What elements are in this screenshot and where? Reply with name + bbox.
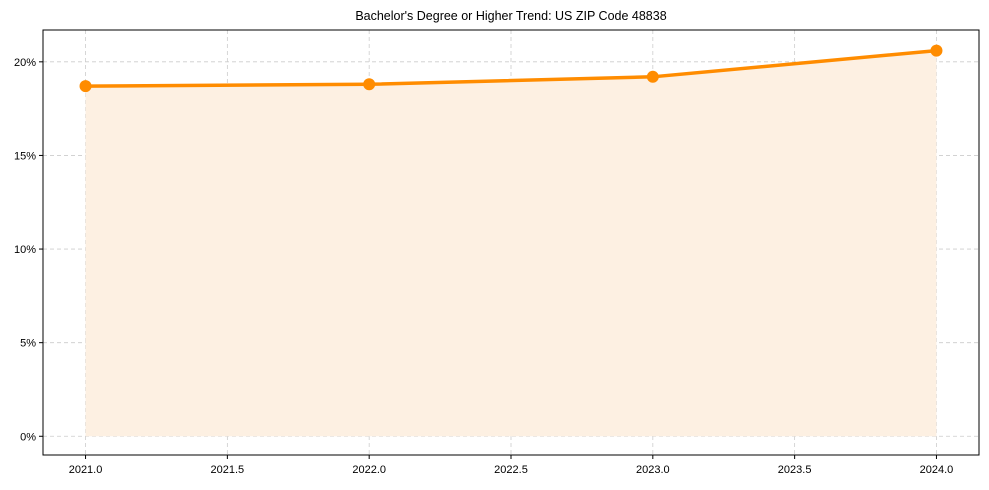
x-tick-label: 2021.0	[69, 464, 103, 476]
x-tick-label: 2023.5	[778, 464, 812, 476]
x-tick-label: 2022.5	[494, 464, 528, 476]
data-point	[79, 80, 92, 93]
area-fill	[85, 50, 937, 437]
chart-title: Bachelor's Degree or Higher Trend: US ZI…	[355, 9, 666, 23]
x-tick-label: 2024.0	[920, 464, 954, 476]
y-tick-label: 20%	[14, 57, 36, 69]
x-tick-label: 2021.5	[211, 464, 245, 476]
x-tick-label: 2022.0	[352, 464, 386, 476]
data-point	[646, 70, 659, 83]
y-tick-label: 15%	[14, 150, 36, 162]
data-line	[85, 48, 937, 88]
y-axis-ticks: 0% 5% 10% 15% 20%	[14, 57, 43, 443]
data-point	[363, 78, 376, 91]
x-axis-ticks: 2021.0 2021.5 2022.0 2022.5 2023.0 2023.5 2024…	[69, 455, 954, 476]
data-point	[930, 44, 943, 57]
y-tick-label: 10%	[14, 244, 36, 256]
y-tick-label: 5%	[20, 338, 36, 350]
x-tick-label: 2023.0	[636, 464, 670, 476]
data-points	[79, 44, 943, 93]
y-tick-label: 0%	[20, 431, 36, 443]
